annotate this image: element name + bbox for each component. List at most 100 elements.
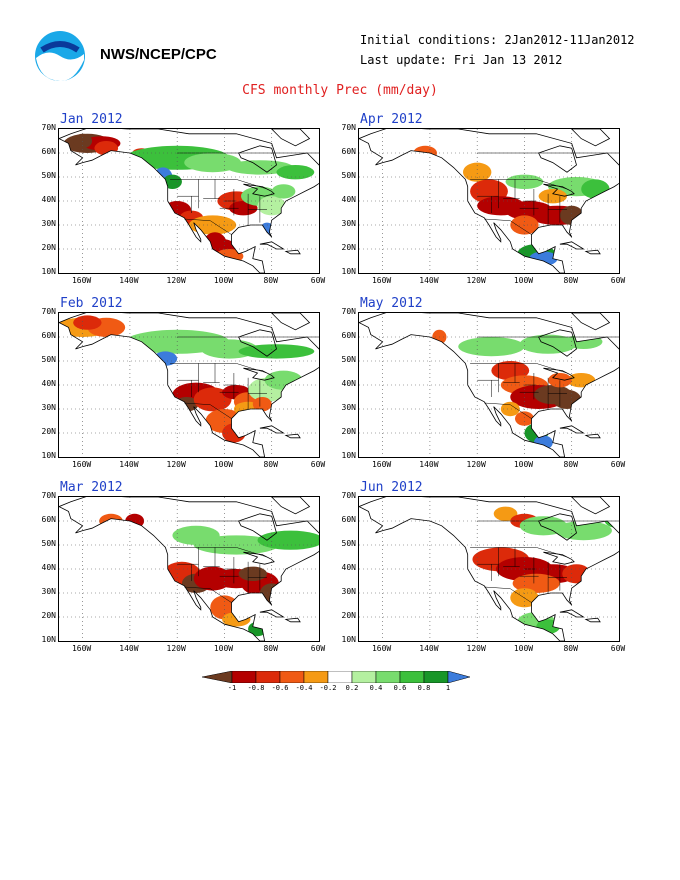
- colorbar-label: -0.6: [271, 684, 289, 692]
- colorbar: [202, 671, 471, 683]
- lon-label: 140W: [419, 644, 439, 653]
- lon-label: 140W: [119, 460, 139, 469]
- lon-label: 120W: [466, 460, 486, 469]
- colorbar-swatch: [447, 671, 471, 683]
- colorbar-swatch: [327, 671, 353, 683]
- coastline: [543, 367, 575, 381]
- lon-label: 60W: [310, 644, 326, 653]
- lat-label: 10N: [341, 267, 356, 276]
- lat-label: 40N: [341, 195, 356, 204]
- lon-label: 80W: [263, 460, 278, 469]
- anomaly-region: [552, 389, 582, 409]
- lat-label: 50N: [41, 355, 56, 364]
- anomaly-region: [533, 435, 553, 450]
- coastline: [571, 497, 611, 515]
- lat-label: 70N: [341, 123, 356, 132]
- lon-label: 140W: [419, 460, 439, 469]
- colorbar-swatch: [279, 671, 305, 683]
- anomaly-region: [500, 401, 520, 417]
- map-panel-jan: [58, 128, 320, 274]
- lon-label: 160W: [71, 460, 92, 469]
- colorbar-swatch: [255, 671, 281, 683]
- map-mar: [59, 497, 319, 641]
- colorbar-swatch: [202, 671, 233, 683]
- lon-label: 140W: [119, 644, 139, 653]
- anomaly-region: [585, 631, 605, 641]
- lat-label: 60N: [341, 515, 356, 524]
- lat-label: 60N: [41, 331, 56, 340]
- anomaly-region: [248, 621, 267, 637]
- anomaly-region: [193, 387, 232, 412]
- coastline: [238, 145, 277, 173]
- anomaly-region: [581, 179, 610, 199]
- lon-label: 60W: [610, 276, 626, 285]
- lat-label: 10N: [41, 451, 56, 460]
- lon-label: 100W: [513, 276, 534, 285]
- lon-label: 100W: [213, 460, 234, 469]
- colorbar-swatch: [375, 671, 401, 683]
- colorbar-swatch: [351, 671, 377, 683]
- lon-label: 60W: [310, 460, 326, 469]
- initial-conditions: Initial conditions: 2Jan2012-11Jan2012: [360, 33, 635, 47]
- lat-label: 10N: [41, 635, 56, 644]
- lon-label: 160W: [371, 644, 392, 653]
- lon-label: 160W: [371, 460, 392, 469]
- anomaly-region: [271, 184, 296, 199]
- lat-label: 60N: [341, 147, 356, 156]
- lat-label: 40N: [41, 379, 56, 388]
- map-may: [359, 313, 619, 457]
- coastline: [59, 313, 319, 457]
- lat-label: 20N: [41, 427, 56, 436]
- lon-label: 120W: [166, 276, 186, 285]
- lat-label: 50N: [341, 355, 356, 364]
- coastline: [59, 497, 319, 641]
- coastline: [271, 497, 311, 515]
- lat-label: 70N: [41, 123, 56, 132]
- colorbar-label: -0.8: [247, 684, 265, 692]
- lat-label: 50N: [341, 539, 356, 548]
- coastline: [359, 313, 619, 457]
- lon-label: 120W: [466, 276, 486, 285]
- lat-label: 70N: [341, 491, 356, 500]
- colorbar-label: 0.2: [345, 684, 359, 692]
- anomaly-region: [290, 631, 310, 641]
- lon-label: 140W: [419, 276, 439, 285]
- coastline: [284, 617, 301, 623]
- lat-label: 60N: [341, 331, 356, 340]
- lon-label: 160W: [371, 276, 392, 285]
- map-apr: [359, 129, 619, 273]
- anomaly-region: [491, 361, 530, 381]
- colorbar-label: -0.2: [319, 684, 337, 692]
- lat-label: 10N: [341, 451, 356, 460]
- coastline: [543, 551, 575, 565]
- last-update: Last update: Fri Jan 13 2012: [360, 53, 563, 67]
- anomaly-region: [264, 370, 303, 390]
- coastline: [584, 433, 601, 439]
- colorbar-label: 0.8: [417, 684, 431, 692]
- lat-label: 30N: [341, 403, 356, 412]
- lat-label: 70N: [341, 307, 356, 316]
- anomaly-region: [238, 344, 315, 359]
- map-panel-apr: [358, 128, 620, 274]
- coastline: [271, 129, 311, 147]
- lat-label: 20N: [341, 427, 356, 436]
- anomaly-region: [229, 201, 258, 216]
- anomaly-region: [458, 337, 525, 357]
- panel-title-jan: Jan 2012: [60, 112, 123, 127]
- lat-label: 20N: [341, 611, 356, 620]
- lon-label: 100W: [213, 276, 234, 285]
- lat-label: 40N: [341, 379, 356, 388]
- lat-label: 40N: [41, 195, 56, 204]
- lon-label: 60W: [610, 460, 626, 469]
- lon-label: 100W: [513, 644, 534, 653]
- lat-label: 60N: [41, 147, 56, 156]
- coastline: [238, 329, 277, 357]
- agency-name: NWS/NCEP/CPC: [100, 46, 217, 63]
- lon-label: 120W: [166, 460, 186, 469]
- lat-label: 30N: [341, 587, 356, 596]
- lon-label: 80W: [563, 644, 578, 653]
- coastline: [571, 129, 611, 147]
- lat-label: 50N: [341, 171, 356, 180]
- colorbar-label: 0.6: [393, 684, 407, 692]
- coastline: [584, 249, 601, 255]
